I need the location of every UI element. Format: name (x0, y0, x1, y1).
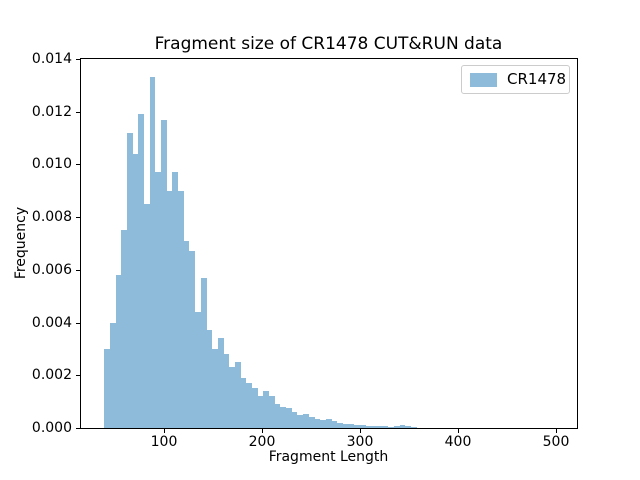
histogram-bar (291, 412, 298, 428)
y-tick-label: 0.000 (31, 420, 72, 436)
histogram-bar (377, 426, 383, 428)
histogram-bar (155, 172, 162, 428)
histogram-bar (325, 419, 332, 428)
histogram-bar (399, 424, 406, 428)
chart-title: Fragment size of CR1478 CUT&RUN data (154, 34, 503, 54)
x-tick-label: 500 (542, 434, 570, 450)
histogram-bar (161, 119, 167, 428)
histogram-bar (382, 426, 389, 428)
histogram-bar (138, 114, 144, 428)
y-tick-label: 0.008 (31, 209, 72, 226)
y-tick-label: 0.012 (31, 103, 72, 120)
y-tick-mark (76, 428, 80, 429)
x-tick-mark (262, 429, 263, 433)
y-tick-label: 0.010 (31, 156, 72, 173)
histogram-bar (411, 426, 417, 428)
x-tick-label: 300 (346, 434, 374, 450)
legend-label: CR1478 (507, 70, 567, 88)
histogram-bar (223, 354, 230, 428)
histogram-bar (371, 425, 378, 428)
histogram-bar (280, 406, 287, 428)
y-tick-mark (76, 375, 80, 377)
y-tick-mark (76, 111, 80, 113)
histogram-bar (394, 426, 400, 428)
y-tick-label: 0.014 (31, 51, 72, 67)
histogram-bar (337, 422, 343, 428)
histogram-bar (217, 338, 224, 428)
histogram-bar (166, 190, 173, 428)
histogram-bar (314, 418, 321, 428)
histogram-bar (342, 423, 349, 428)
histogram-bar (149, 77, 156, 428)
histogram-bar (269, 396, 275, 428)
y-tick-label: 0.004 (31, 314, 72, 331)
x-tick-label: 100 (150, 434, 178, 450)
histogram-bar (126, 132, 133, 428)
x-tick-mark (164, 429, 165, 433)
histogram-bar (331, 421, 338, 428)
histogram-bar (320, 420, 326, 428)
histogram-bar (206, 330, 213, 428)
histogram-bar (308, 417, 315, 428)
histogram-bar (195, 312, 201, 428)
histogram-bar (183, 240, 190, 428)
histogram-bar (240, 377, 247, 428)
y-tick-mark (76, 59, 80, 60)
histogram-bar (365, 425, 372, 428)
histogram-bar (252, 388, 258, 428)
y-axis-label: Frequency (13, 206, 29, 280)
histogram-bar (257, 396, 264, 428)
histogram-bar (172, 172, 179, 428)
y-tick-label: 0.002 (31, 367, 72, 384)
x-tick-label: 200 (248, 434, 276, 450)
histogram-bars (81, 59, 577, 428)
histogram-bar (297, 414, 304, 428)
histogram-bar (286, 408, 292, 428)
histogram-bar (263, 391, 270, 428)
histogram-bar (212, 348, 218, 428)
histogram-bar (274, 404, 281, 428)
histogram-bar (229, 367, 235, 428)
histogram-bar (178, 190, 184, 428)
histogram-bar (200, 277, 207, 428)
x-tick-mark (360, 429, 361, 433)
x-axis-label: Fragment Length (268, 449, 389, 465)
histogram-bar (115, 275, 122, 428)
histogram-bar (189, 251, 196, 428)
histogram-bar (121, 230, 127, 428)
y-tick-mark (76, 217, 80, 219)
histogram-bar (234, 362, 241, 428)
legend: CR1478 (461, 65, 570, 94)
y-tick-label: 0.006 (31, 261, 72, 278)
x-tick-mark (458, 429, 459, 433)
plot-area: CR1478 (80, 58, 578, 429)
y-tick-mark (76, 269, 80, 271)
histogram-bar (109, 322, 116, 428)
histogram-bar (144, 203, 150, 428)
histogram-bar (104, 348, 110, 428)
histogram-bar (348, 424, 355, 428)
x-tick-label: 400 (444, 434, 472, 450)
histogram-bar (405, 425, 412, 428)
histogram-bar (303, 413, 309, 428)
histogram-bar (354, 424, 360, 428)
y-tick-mark (76, 164, 80, 166)
histogram-bar (132, 153, 139, 428)
y-tick-mark (76, 322, 80, 324)
histogram-bar (246, 383, 252, 428)
histogram-bar (388, 426, 395, 428)
histogram-bar (360, 425, 366, 428)
x-tick-mark (556, 429, 557, 433)
legend-swatch-icon (470, 73, 497, 87)
